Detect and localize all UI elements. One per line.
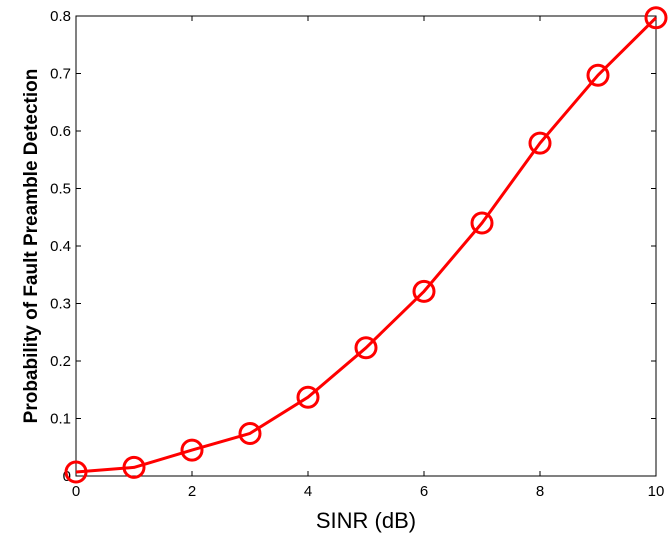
x-axis-label: SINR (dB) [316, 508, 416, 533]
data-point-marker [122, 455, 146, 479]
y-tick-label: 0.8 [50, 8, 71, 25]
y-tick-label: 0.5 [50, 181, 71, 198]
data-point-marker [470, 211, 494, 235]
y-tick-label: 0.3 [50, 296, 71, 313]
x-tick-label: 8 [536, 483, 544, 500]
data-point-marker [644, 6, 668, 30]
series-layer [64, 6, 668, 484]
x-tick-label: 2 [188, 483, 196, 500]
data-point-marker [528, 131, 552, 155]
y-tick-label: 0.1 [50, 411, 71, 428]
y-tick-label: 0.7 [50, 66, 71, 83]
data-point-marker [412, 279, 436, 303]
x-axis-ticks: 0 2 4 6 8 10 [72, 16, 665, 500]
data-point-marker [180, 438, 204, 462]
y-tick-label: 0.4 [50, 238, 71, 255]
y-tick-label: 0.2 [50, 353, 71, 370]
data-point-marker [354, 336, 378, 360]
y-axis-label: Probability of Fault Preamble Detection [21, 69, 42, 424]
data-point-marker [296, 385, 320, 409]
data-point-marker [238, 421, 262, 445]
x-tick-label: 6 [420, 483, 428, 500]
y-tick-label: 0.6 [50, 123, 71, 140]
series-line [75, 16, 658, 474]
plot-area [75, 15, 657, 477]
x-tick-label: 0 [72, 483, 80, 500]
data-point-marker [64, 460, 88, 484]
x-tick-label: 10 [648, 483, 665, 500]
data-point-marker [586, 63, 610, 87]
x-tick-label: 4 [304, 483, 312, 500]
